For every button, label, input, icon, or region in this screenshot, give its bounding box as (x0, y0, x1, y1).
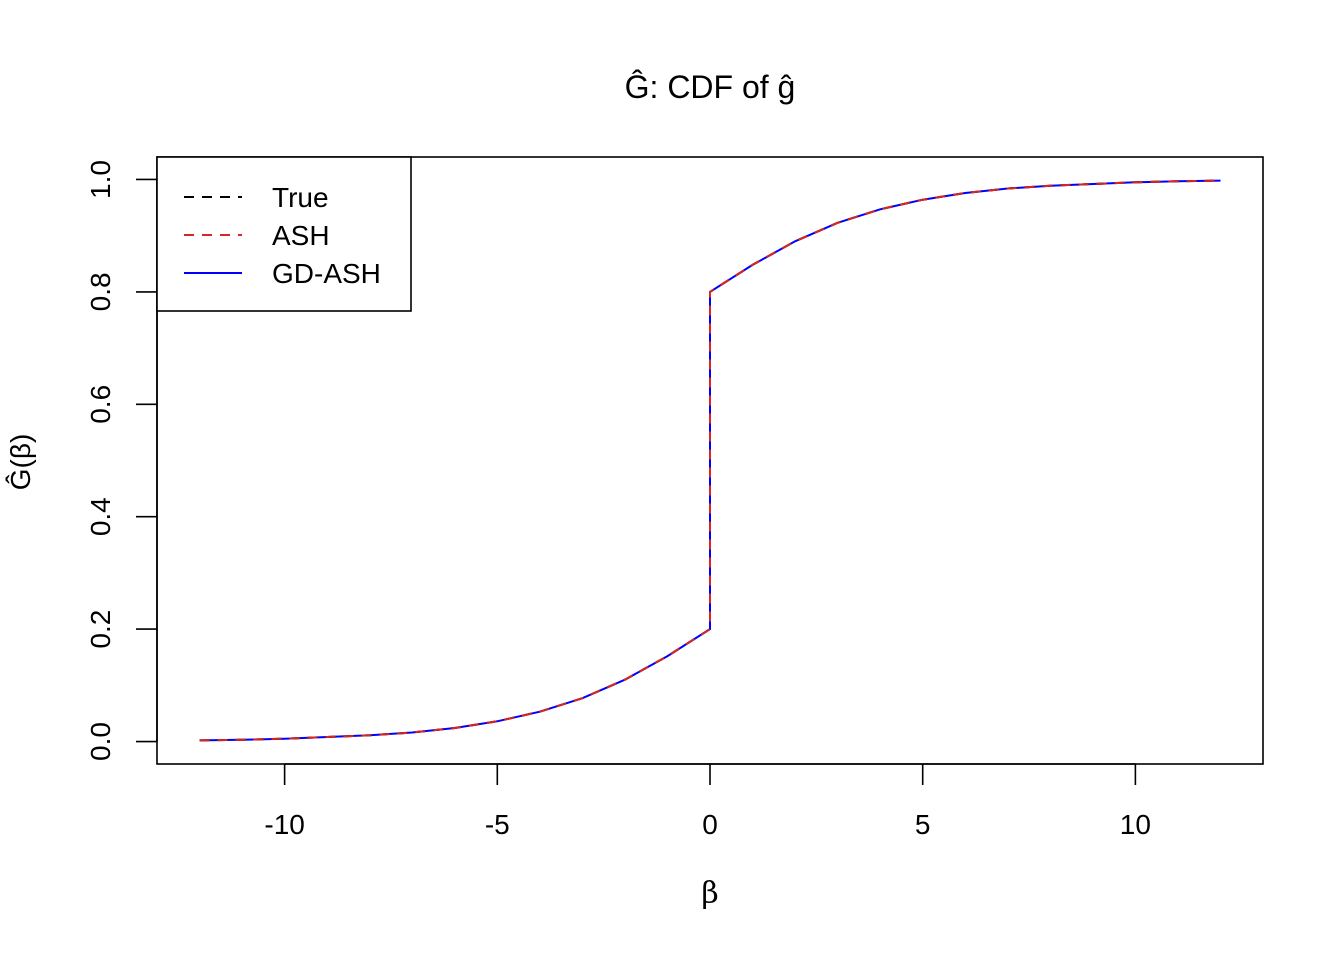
y-tick-label: 0.8 (85, 272, 116, 311)
y-tick-label: 0.4 (85, 497, 116, 536)
x-tick-label: -5 (485, 809, 510, 840)
legend-label: True (272, 182, 329, 213)
y-tick-label: 1.0 (85, 160, 116, 199)
x-axis: -10 -5 0 5 10 (264, 763, 1151, 840)
x-tick-label: 5 (915, 809, 931, 840)
y-tick-label: 0.6 (85, 385, 116, 424)
y-tick-label: 0.2 (85, 610, 116, 649)
series-line-ash (199, 179, 1221, 742)
y-axis-label: Ĝ(β) (5, 434, 36, 491)
legend: True ASH GD-ASH (156, 156, 412, 312)
chart-title: Ĝ: CDF of ĝ (625, 69, 796, 105)
x-tick-label: 0 (702, 809, 718, 840)
y-axis: 0.0 0.2 0.4 0.6 0.8 1.0 (85, 160, 158, 761)
x-tick-label: 10 (1120, 809, 1151, 840)
series-layer (199, 179, 1221, 742)
y-tick-label: 0.0 (85, 722, 116, 761)
x-axis-label: β (701, 876, 718, 911)
legend-box (156, 156, 412, 312)
x-tick-label: -10 (264, 809, 304, 840)
legend-label: ASH (272, 220, 330, 251)
legend-label: GD-ASH (272, 258, 381, 289)
